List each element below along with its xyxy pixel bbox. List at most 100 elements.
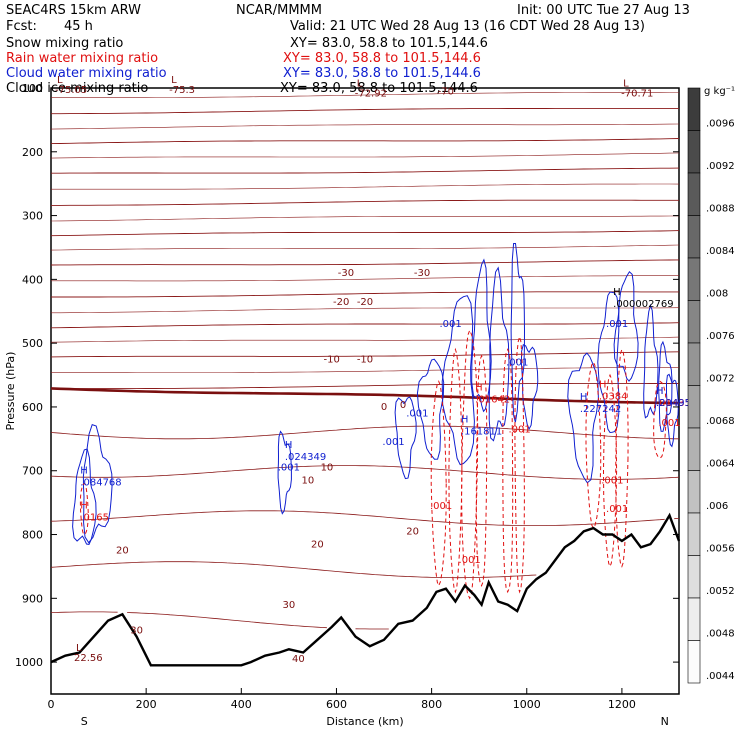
isotherm-line bbox=[50, 259, 680, 266]
header: SEAC4RS 15km ARW NCAR/MMMM Init: 00 UTC … bbox=[6, 3, 690, 96]
y-tick-label: 100 bbox=[22, 82, 43, 95]
section-end-label: N bbox=[661, 715, 669, 728]
rain-water-contour bbox=[475, 354, 488, 587]
cloud-water-contour bbox=[666, 373, 679, 448]
rain-water-contour bbox=[502, 348, 514, 594]
field-xy-snow: XY= 83.0, 58.8 to 101.5,144.6 bbox=[290, 36, 488, 51]
cloud-water-contour bbox=[441, 295, 475, 466]
colorbar-tick-label: .0048 bbox=[706, 629, 735, 640]
isotherm-line bbox=[51, 199, 679, 206]
x-tick-label: 400 bbox=[231, 698, 252, 711]
x-tick-label: 200 bbox=[136, 698, 157, 711]
temperature-extremum-letter: L bbox=[76, 643, 82, 654]
plot-frame bbox=[50, 87, 680, 695]
field-label-cloud-water: Cloud water mixing ratio bbox=[6, 66, 167, 81]
temperature-extremum-letter: L bbox=[623, 78, 629, 89]
isotherm-label: 10 bbox=[321, 463, 334, 474]
colorbar-band bbox=[687, 640, 701, 684]
y-tick-label: 1000 bbox=[15, 656, 43, 669]
colorbar-band bbox=[687, 172, 701, 216]
cloud-water-contour bbox=[510, 243, 526, 423]
freezing-level-line bbox=[50, 387, 680, 405]
y-tick-label: 300 bbox=[22, 210, 43, 223]
y-tick-label: 900 bbox=[22, 592, 43, 605]
org-label: NCAR/MMMM bbox=[236, 3, 322, 18]
colorbar-band bbox=[687, 257, 701, 301]
terrain-line bbox=[50, 512, 681, 667]
x-tick-label: 0 bbox=[48, 698, 55, 711]
series-maximum-value: .20495 bbox=[656, 398, 691, 409]
isotherm-line bbox=[50, 138, 680, 145]
x-tick-label: 1000 bbox=[513, 698, 541, 711]
colorbar-unit: g kg⁻¹ bbox=[704, 86, 735, 97]
terrain-profile bbox=[50, 512, 681, 667]
y-axis-title: Pressure (hPa) bbox=[4, 352, 17, 431]
series-maximum-value: .000002769 bbox=[613, 299, 673, 310]
isotherm-line bbox=[50, 152, 680, 159]
rain-water-contour bbox=[602, 373, 618, 568]
field-xy-cloud-water: XY= 83.0, 58.8 to 101.5,144.6 bbox=[283, 66, 481, 81]
series-contour-label: .001 bbox=[278, 463, 300, 474]
colorbar-band bbox=[687, 130, 701, 174]
isotherm-label: 10 bbox=[302, 475, 315, 486]
series-contour-label: .001 bbox=[440, 319, 462, 330]
isotherm-line bbox=[51, 275, 679, 282]
series-contour-label: .001 bbox=[459, 555, 481, 566]
series-maximum-value: .024349 bbox=[285, 452, 326, 463]
isotherm-line bbox=[50, 230, 680, 237]
x-tick-label: 1200 bbox=[608, 698, 636, 711]
y-tick-label: 400 bbox=[22, 273, 43, 286]
series-contour-label: .001 bbox=[508, 424, 530, 435]
isotherm-label: 0 bbox=[381, 402, 387, 413]
series-maximum-letter: H bbox=[80, 465, 88, 476]
colorbar-band bbox=[687, 555, 701, 599]
rain-water-contour bbox=[514, 335, 525, 594]
isotherm-label: 20 bbox=[311, 539, 324, 550]
y-tick-label: 800 bbox=[22, 529, 43, 542]
cloud-water-contour bbox=[82, 423, 113, 544]
isotherm-label: 0 bbox=[400, 400, 406, 411]
isotherm-line bbox=[51, 183, 680, 190]
isotherm-label: -20 bbox=[357, 297, 373, 308]
series-maximum-value: .0165 bbox=[80, 513, 109, 524]
isotherm-label: -10 bbox=[357, 354, 373, 365]
temperature-extremum-value: -75.3 bbox=[169, 85, 195, 96]
valid-time: Valid: 21 UTC Wed 28 Aug 13 (16 CDT Wed … bbox=[290, 19, 645, 34]
isotherm-line bbox=[50, 244, 680, 251]
model-title: SEAC4RS 15km ARW bbox=[6, 3, 141, 18]
cloud-water-contour bbox=[613, 271, 639, 382]
colorbar-tick-label: .0052 bbox=[706, 586, 735, 597]
colorbar-tick-label: .0056 bbox=[706, 544, 735, 555]
field-xy-rain: XY= 83.0, 58.8 to 101.5,144.6 bbox=[283, 51, 481, 66]
colorbar-tick-label: .0088 bbox=[706, 204, 735, 215]
isotherm-line bbox=[50, 336, 680, 343]
series-maximum-value: .0384 bbox=[599, 391, 628, 402]
isotherm-line bbox=[50, 215, 680, 222]
temperature-extremum-value: -70.71 bbox=[621, 88, 653, 99]
isotherm-line bbox=[50, 425, 679, 440]
rain-water-contours bbox=[79, 329, 667, 600]
series-contour-label: .001 bbox=[382, 437, 404, 448]
isotherm-line bbox=[51, 367, 679, 373]
temperature-extremum-letter: L bbox=[57, 75, 63, 86]
temperature-extremum-letter: L bbox=[357, 78, 363, 89]
series-maximum-letter: H bbox=[285, 440, 293, 451]
isotherm-line bbox=[50, 123, 680, 130]
isotherm-line bbox=[50, 611, 389, 630]
x-axis-title: Distance (km) bbox=[326, 715, 403, 728]
field-label-rain: Rain water mixing ratio bbox=[6, 51, 158, 66]
init-time: Init: 00 UTC Tue 27 Aug 13 bbox=[517, 3, 690, 18]
fcst-value: 45 h bbox=[64, 19, 93, 34]
colorbar-band bbox=[687, 427, 701, 471]
cloud-water-contour bbox=[567, 352, 599, 484]
y-tick-label: 200 bbox=[22, 146, 43, 159]
temperature-extremum-letter: L bbox=[171, 75, 177, 86]
temperature-extremum-value: -75.05 bbox=[55, 85, 87, 96]
series-maximum-value: .161811 bbox=[461, 426, 502, 437]
rain-water-contour bbox=[615, 348, 629, 568]
colorbar-band bbox=[687, 342, 701, 386]
series-maximum-letter: H bbox=[475, 383, 483, 394]
series-contour-label: .001 bbox=[406, 409, 428, 420]
